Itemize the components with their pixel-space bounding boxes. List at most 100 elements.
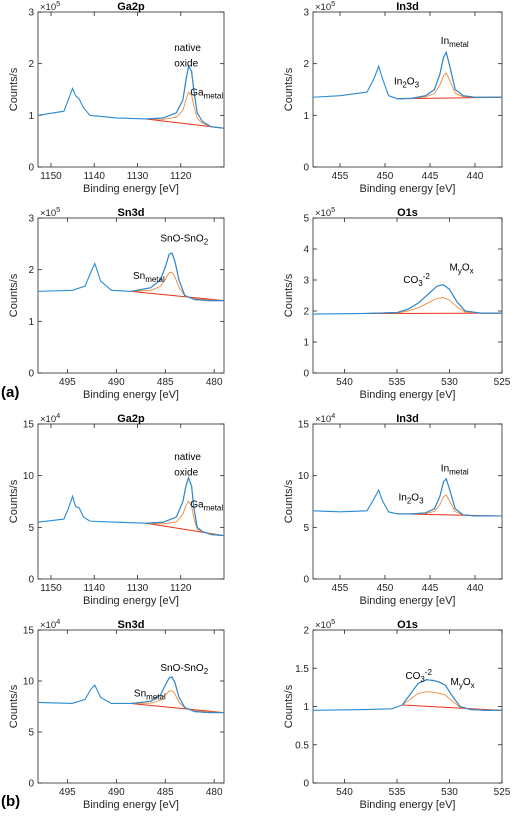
- peak-annotation: Snmetal: [133, 271, 165, 284]
- x-axis-label: Binding energy [eV]: [83, 183, 179, 195]
- y-tick-label: 1: [303, 338, 309, 349]
- y-tick-label: 3: [28, 214, 34, 225]
- measured-spectrum-line: [37, 676, 224, 714]
- y-tick-label: 15: [298, 420, 310, 431]
- x-axis-label: Binding energy [eV]: [359, 183, 455, 195]
- x-tick-label: 535: [389, 377, 406, 388]
- chart-title: Sn3d: [118, 207, 145, 219]
- peak-annotation: Snmetal: [134, 688, 166, 701]
- y-axis-label: Counts/s: [8, 479, 20, 523]
- x-tick-label: 450: [377, 583, 394, 594]
- y-tick-label: 0: [28, 575, 34, 586]
- plot-frame: [37, 11, 225, 168]
- plot-frame: [37, 217, 225, 374]
- x-tick-label: 530: [441, 377, 458, 388]
- y-tick-label: 10: [23, 471, 35, 482]
- x-tick-label: 1120: [170, 583, 192, 594]
- chart-2-in3d: 455 450 445 440 0 1 2 3 In3d ×105 Binding energy […: [283, 0, 503, 195]
- y-tick-label: 4: [303, 245, 309, 256]
- chart-title: O1s: [397, 619, 418, 631]
- chart-3-sn3d: 495 490 485 480 0 1 2 3 Sn3d ×105 Binding energy […: [8, 205, 225, 401]
- x-tick-label: 525: [494, 377, 511, 388]
- y-tick-label: 5: [28, 523, 34, 534]
- y-tick-label: 2: [303, 307, 309, 318]
- y-tick-label: 5: [303, 214, 309, 225]
- chart-4-o1s: 540 535 530 525 0 1 2 3 4 5 O1s ×105 Binding energy …: [283, 205, 511, 401]
- x-tick-label: 1130: [127, 171, 149, 182]
- x-tick-label: 1140: [83, 583, 105, 594]
- chart-5-ga2p: 1150 1140 1130 1120 0 5 10 15 Ga2p ×104 Binding en…: [8, 411, 225, 607]
- plot-frame: [37, 423, 225, 580]
- fit-component-curve: [365, 297, 503, 314]
- y-tick-label: 0: [303, 163, 309, 174]
- chart-title: In3d: [396, 413, 419, 425]
- x-axis-label: Binding energy [eV]: [83, 595, 179, 607]
- axis-exponent: ×105: [315, 0, 335, 13]
- x-tick-label: 1140: [83, 171, 105, 182]
- peak-annotation: SnO-SnO2: [160, 663, 208, 676]
- axis-exponent: ×105: [40, 205, 60, 219]
- y-tick-label: 0: [303, 575, 309, 586]
- axis-exponent: ×104: [40, 411, 60, 425]
- measured-spectrum-line: [37, 64, 225, 129]
- y-axis-label: Counts/s: [283, 273, 295, 317]
- y-tick-label: 15: [23, 420, 35, 431]
- y-tick-label: 1: [303, 702, 309, 713]
- x-tick-label: 525: [494, 787, 511, 798]
- chart-title: O1s: [397, 207, 418, 219]
- fit-background-line: [130, 290, 225, 302]
- x-axis-label: Binding energy [eV]: [359, 389, 455, 401]
- x-tick-label: 495: [59, 787, 76, 798]
- plot-frame: [312, 11, 503, 168]
- y-axis-label: Counts/s: [283, 67, 295, 111]
- peak-annotation: In2O3: [399, 492, 425, 505]
- y-tick-label: 10: [298, 471, 310, 482]
- y-tick-label: 1: [28, 111, 34, 122]
- plot-frame: [312, 423, 503, 580]
- x-tick-label: 440: [467, 583, 484, 594]
- peak-annotation: oxide: [174, 58, 198, 69]
- x-tick-label: 540: [336, 377, 353, 388]
- x-tick-label: 455: [332, 583, 349, 594]
- peak-annotation: native: [174, 452, 201, 463]
- x-tick-label: 1150: [40, 583, 62, 594]
- chart-7-sn3d: 495 490 485 480 0 5 10 15 Sn3d ×104 Binding energy…: [8, 617, 225, 811]
- x-tick-label: 450: [377, 171, 394, 182]
- peak-annotation: oxide: [174, 468, 198, 479]
- axis-exponent: ×105: [315, 617, 335, 631]
- y-tick-label: 0: [303, 369, 309, 380]
- plot-frame: [312, 629, 503, 784]
- chart-6-in3d: 455 450 445 440 0 5 10 15 In3d ×104 Binding energy…: [283, 411, 503, 607]
- y-tick-label: 2: [303, 626, 309, 637]
- x-tick-label: 445: [422, 171, 439, 182]
- x-tick-label: 480: [206, 787, 223, 798]
- fit-background-line: [146, 522, 225, 537]
- chart-title: In3d: [396, 1, 419, 13]
- x-axis-label: Binding energy [eV]: [359, 595, 455, 607]
- x-tick-label: 1130: [127, 583, 149, 594]
- x-axis-label: Binding energy [eV]: [83, 389, 179, 401]
- fit-background-line: [130, 702, 225, 714]
- peak-annotation: CO3-2: [403, 272, 430, 288]
- y-tick-label: 2: [28, 265, 34, 276]
- peak-annotation: Inmetal: [441, 36, 469, 49]
- x-tick-label: 440: [467, 171, 484, 182]
- peak-annotation: Inmetal: [441, 464, 469, 477]
- y-axis-label: Counts/s: [283, 684, 295, 728]
- x-axis-label: Binding energy [eV]: [359, 799, 455, 811]
- x-axis-label: Binding energy [eV]: [83, 799, 179, 811]
- chart-title: Ga2p: [117, 1, 145, 13]
- y-tick-label: 3: [28, 8, 34, 19]
- axis-exponent: ×105: [40, 0, 60, 13]
- y-tick-label: 2: [303, 59, 309, 70]
- peak-annotation: SnO-SnO2: [160, 233, 208, 246]
- y-axis-label: Counts/s: [8, 273, 20, 317]
- peak-annotation: MyOx: [450, 263, 474, 276]
- measured-spectrum-line: [312, 477, 502, 517]
- y-tick-label: 0: [303, 779, 309, 790]
- x-tick-label: 445: [422, 583, 439, 594]
- y-axis-label: Counts/s: [8, 684, 20, 728]
- y-tick-label: 10: [23, 677, 35, 688]
- axis-exponent: ×104: [40, 617, 60, 631]
